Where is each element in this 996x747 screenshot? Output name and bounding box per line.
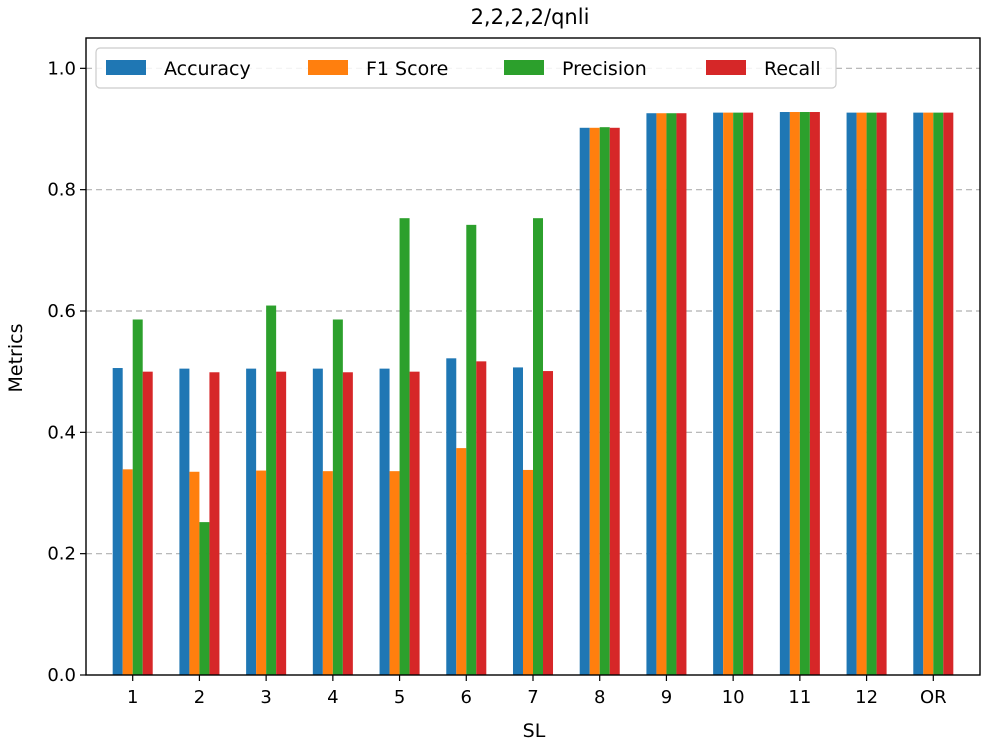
bar-accuracy — [512, 367, 523, 675]
bar-f1-score — [789, 112, 800, 676]
bar-precision — [466, 224, 477, 675]
bar-accuracy — [379, 368, 390, 675]
bar-recall — [342, 372, 353, 675]
bar-recall — [543, 371, 554, 675]
x-tick-label: 9 — [661, 687, 672, 708]
bar-precision — [933, 112, 944, 676]
bar-f1-score — [923, 112, 934, 676]
bar-precision — [199, 522, 210, 675]
x-tick-label: 12 — [855, 687, 878, 708]
bar-f1-score — [189, 471, 200, 675]
x-tick-label: 1 — [127, 687, 138, 708]
y-axis-label: Metrics — [5, 324, 27, 393]
legend-swatch — [308, 60, 348, 75]
legend-swatch — [504, 60, 544, 75]
x-axis-label: SL — [523, 720, 546, 742]
bar-accuracy — [446, 358, 457, 675]
bar-accuracy — [913, 112, 924, 676]
x-tick-label: 8 — [594, 687, 605, 708]
bar-accuracy — [579, 127, 590, 675]
bar-precision — [599, 127, 610, 676]
legend-label: Accuracy — [164, 58, 251, 80]
bar-accuracy — [312, 368, 323, 675]
bar-precision — [399, 218, 410, 675]
x-tick-label: 2 — [194, 687, 205, 708]
y-tick-label: 0.2 — [47, 544, 76, 565]
y-tick-label: 0.4 — [47, 422, 76, 443]
bar-recall — [676, 113, 687, 675]
x-tick-label: OR — [920, 687, 947, 708]
bar-recall — [609, 127, 620, 675]
legend-label: Precision — [562, 58, 647, 80]
y-tick-label: 1.0 — [47, 58, 76, 79]
bar-precision — [733, 112, 744, 676]
axes — [80, 37, 981, 681]
x-tick-label: 6 — [461, 687, 472, 708]
bar-recall — [142, 371, 153, 675]
x-tick-label: 7 — [527, 687, 538, 708]
legend-swatch — [106, 60, 146, 75]
bar-precision — [332, 319, 343, 675]
bar-f1-score — [456, 448, 467, 675]
legend-label: F1 Score — [366, 58, 448, 80]
bar-accuracy — [713, 112, 724, 676]
bar-accuracy — [112, 368, 123, 675]
x-tick-label: 5 — [394, 687, 405, 708]
bar-f1-score — [856, 112, 867, 676]
legend-swatch — [706, 60, 746, 75]
bar-accuracy — [646, 113, 657, 675]
y-tick-label: 0.0 — [47, 665, 76, 686]
bar-f1-score — [723, 112, 734, 676]
bar-recall — [476, 361, 487, 675]
bar-recall — [809, 112, 820, 676]
bar-recall — [276, 371, 287, 675]
bar-recall — [743, 112, 754, 676]
bar-f1-score — [322, 471, 333, 675]
y-tick-label: 0.6 — [47, 301, 76, 322]
bar-accuracy — [179, 368, 190, 675]
x-tick-label: 4 — [327, 687, 338, 708]
legend-label: Recall — [764, 58, 821, 80]
bar-precision — [266, 305, 277, 675]
bar-precision — [132, 319, 143, 675]
bar-f1-score — [389, 471, 400, 675]
y-tick-label: 0.8 — [47, 180, 76, 201]
bar-f1-score — [256, 470, 267, 675]
bar-accuracy — [846, 112, 857, 676]
bars — [112, 112, 954, 676]
x-tick-label: 11 — [788, 687, 811, 708]
plot-frame — [85, 37, 981, 676]
legend: Accuracy F1 Score Precision Recall — [95, 47, 837, 89]
legend-box — [95, 47, 837, 89]
bar-precision — [866, 112, 877, 676]
bar-accuracy — [779, 112, 790, 676]
bar-recall — [943, 112, 954, 676]
x-tick-label: 3 — [260, 687, 271, 708]
bar-recall — [409, 371, 420, 675]
bar-f1-score — [589, 127, 600, 675]
chart-title: 2,2,2,2/qnli — [471, 5, 590, 29]
bar-recall — [209, 372, 220, 675]
bar-recall — [876, 112, 887, 676]
bar-precision — [533, 218, 544, 675]
bar-accuracy — [246, 368, 257, 675]
bar-precision — [666, 113, 677, 675]
bar-f1-score — [122, 469, 133, 675]
bar-precision — [799, 112, 810, 676]
bar-f1-score — [522, 469, 533, 675]
bar-f1-score — [656, 113, 667, 675]
x-tick-label: 10 — [722, 687, 745, 708]
tick-labels: 0.00.20.40.60.81.01 2 3 4 5 6 7 8 9 10 11 12 OR — [47, 58, 946, 708]
